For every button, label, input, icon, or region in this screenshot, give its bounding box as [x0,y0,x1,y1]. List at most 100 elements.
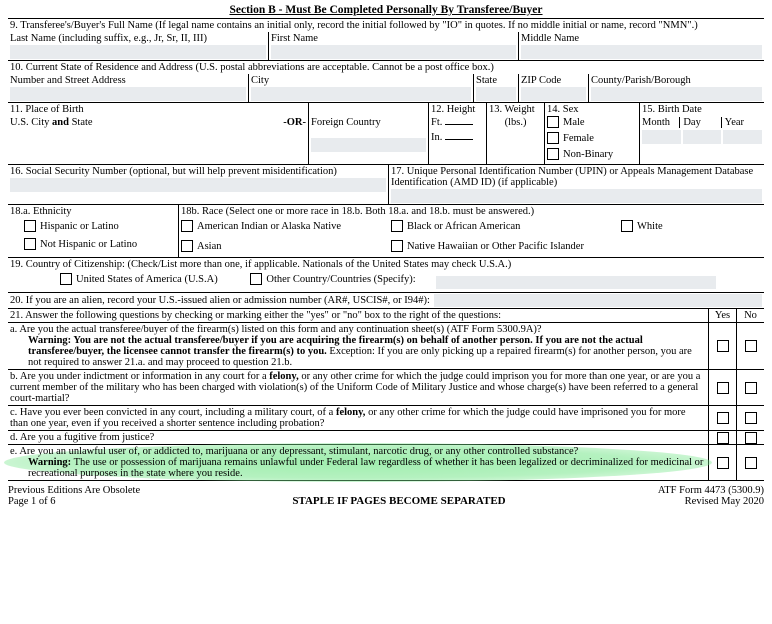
height-ft-field[interactable] [445,124,473,125]
race-nh-checkbox[interactable] [391,240,403,252]
sex-male-label: Male [563,117,585,128]
q21e-yes-checkbox[interactable] [717,457,729,469]
q21c-no-checkbox[interactable] [745,412,757,424]
state-field[interactable] [476,87,516,101]
first-name-field[interactable] [271,45,516,59]
q21b-yes-checkbox[interactable] [717,382,729,394]
sex-male-checkbox[interactable] [547,116,559,128]
first-name-label: First Name [271,33,318,44]
zip-field[interactable] [521,87,586,101]
q11-foreign: Foreign Country [311,117,381,128]
race-ba-label: Black or African American [407,221,520,232]
cit-usa-label: United States of America (U.S.A) [76,274,218,285]
eth-nothispanic-checkbox[interactable] [24,238,36,250]
q13-lbs: (lbs.) [489,117,542,128]
q21b-felony: felony, [269,371,298,382]
ssn-field[interactable] [10,178,386,192]
birth-year-field[interactable] [723,130,762,144]
county-field[interactable] [591,87,762,101]
sex-female-checkbox[interactable] [547,132,559,144]
q21e-no-checkbox[interactable] [745,457,757,469]
race-ai-checkbox[interactable] [181,220,193,232]
state-label: State [476,75,497,86]
q21b-no-checkbox[interactable] [745,382,757,394]
last-name-label: Last Name (including suffix, e.g., Jr, S… [10,33,207,44]
race-ba-checkbox[interactable] [391,220,403,232]
footer-prev: Previous Editions Are Obsolete [8,485,140,496]
q21-label: 21. Answer the following questions by ch… [10,310,501,321]
q21c-yes-checkbox[interactable] [717,412,729,424]
sex-female-label: Female [563,133,594,144]
q21a-no-checkbox[interactable] [745,340,757,352]
cit-other-checkbox[interactable] [250,273,262,285]
upin-field[interactable] [391,189,762,203]
birth-month-field[interactable] [642,130,681,144]
q15-year: Year [725,117,744,128]
zip-label: ZIP Code [521,75,561,86]
county-label: County/Parish/Borough [591,75,691,86]
q21c-1: c. Have you ever been convicted in any c… [10,407,336,418]
q15-month: Month [642,117,670,128]
middle-name-label: Middle Name [521,33,579,44]
city-field[interactable] [251,87,471,101]
footer-form: ATF Form 4473 (5300.9) [658,485,764,496]
race-wh-label: White [637,221,663,232]
page-footer: Previous Editions Are Obsolete Page 1 of… [8,485,764,507]
eth-nothispanic-label: Not Hispanic or Latino [40,239,137,250]
q13-title: 13. Weight [489,104,542,115]
cit-other-label: Other Country/Countries (Specify): [266,274,415,285]
q18a-title: 18.a. Ethnicity [10,206,176,217]
q11-us: U.S. City and State [10,117,93,128]
cit-other-field[interactable] [436,276,716,289]
no-header: No [744,310,757,321]
eth-hispanic-checkbox[interactable] [24,220,36,232]
street-field[interactable] [10,87,246,101]
q21e-warning: Warning: [28,457,71,468]
q20-label: 20. If you are an alien, record your U.S… [10,295,430,306]
row-20: 20. If you are an alien, record your U.S… [8,292,764,308]
middle-name-field[interactable] [521,45,762,59]
q12-ft: Ft. [431,117,442,128]
row-18: 18.a. Ethnicity Hispanic or Latino Not H… [8,204,764,257]
footer-page: Page 1 of 6 [8,496,140,507]
q15-title: 15. Birth Date [642,104,762,115]
q21d-label: d. Are you a fugitive from justice? [10,432,154,443]
q21c-felony: felony, [336,407,365,418]
q21d-no-checkbox[interactable] [745,432,757,444]
alien-number-field[interactable] [434,294,762,307]
q15-day: Day [683,117,701,128]
race-wh-checkbox[interactable] [621,220,633,232]
race-as-label: Asian [197,241,222,252]
row-21e: e. Are you an unlawful user of, or addic… [8,444,764,480]
row-21-header: 21. Answer the following questions by ch… [8,308,764,322]
race-nh-label: Native Hawaiian or Other Pacific Islande… [407,241,584,252]
cit-usa-checkbox[interactable] [60,273,72,285]
addr-row: Number and Street Address City State ZIP… [8,74,764,102]
sex-nb-label: Non-Binary [563,149,613,160]
city-label: City [251,75,269,86]
street-label: Number and Street Address [10,75,126,86]
name-row: Last Name (including suffix, e.g., Jr, S… [8,32,764,60]
height-in-field[interactable] [445,139,473,140]
q10-row: 10. Current State of Residence and Addre… [8,60,764,74]
q21b-1: b. Are you under indictment or informati… [10,371,269,382]
q21a-yes-checkbox[interactable] [717,340,729,352]
section-title: Section B - Must Be Completed Personally… [8,4,764,16]
q19-title: 19. Country of Citizenship: (Check/List … [10,259,762,270]
form-page: Section B - Must Be Completed Personally… [0,0,772,515]
q17-label: 17. Unique Personal Identification Numbe… [391,166,753,188]
q21e-2: The use or possession of marijuana remai… [28,457,703,479]
birth-day-field[interactable] [683,130,722,144]
row-21c: c. Have you ever been convicted in any c… [8,405,764,430]
foreign-field[interactable] [311,138,426,152]
q11-or: -OR- [283,117,306,128]
yes-header: Yes [715,310,730,321]
eth-hispanic-label: Hispanic or Latino [40,221,119,232]
last-name-field[interactable] [10,45,266,59]
q21d-yes-checkbox[interactable] [717,432,729,444]
sex-nb-checkbox[interactable] [547,148,559,160]
q10-label: 10. Current State of Residence and Addre… [10,62,494,73]
row-16-17: 16. Social Security Number (optional, bu… [8,164,764,204]
race-as-checkbox[interactable] [181,240,193,252]
footer-staple: STAPLE IF PAGES BECOME SEPARATED [292,495,505,507]
